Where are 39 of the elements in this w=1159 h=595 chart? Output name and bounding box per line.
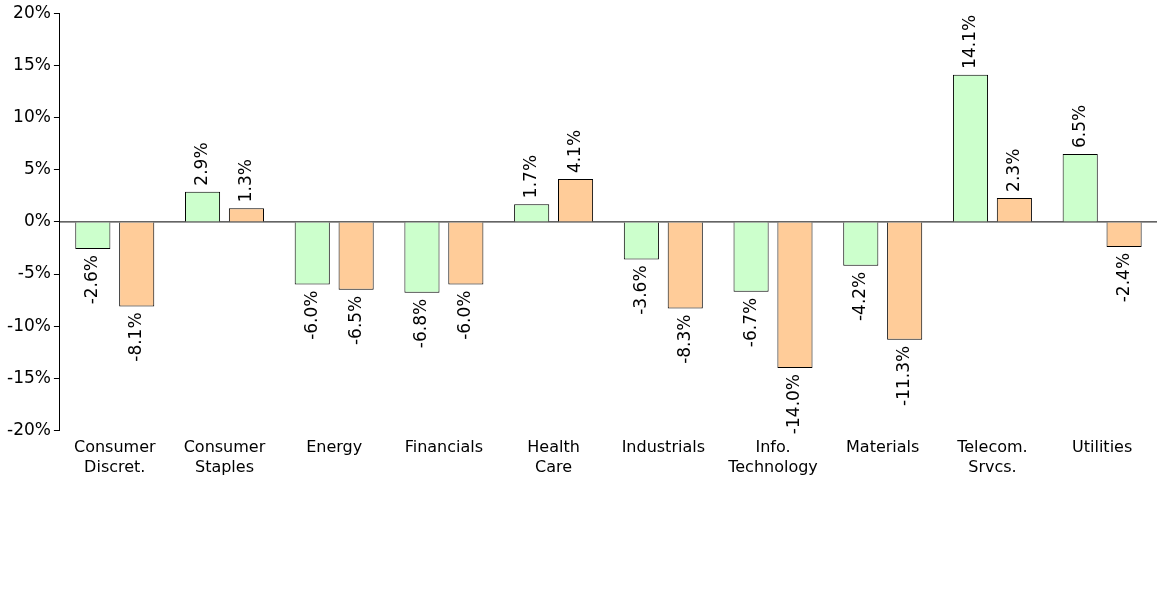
data-label: 4.1% [563, 129, 584, 174]
data-label: -8.3% [673, 314, 694, 364]
y-tick-label: -10% [7, 314, 51, 335]
data-label: 6.5% [1068, 104, 1089, 149]
y-tick-label: 20% [13, 1, 51, 22]
x-tick-label: Consumer Staples [183, 437, 266, 476]
data-label: -14.0% [783, 373, 804, 435]
data-label: -6.0% [454, 290, 475, 340]
x-tick-label: Utilities [1072, 437, 1133, 457]
y-tick-label: 0% [23, 210, 51, 231]
data-label: -2.4% [1112, 252, 1133, 303]
data-label: 2.3% [1002, 148, 1023, 192]
data-label: -6.7% [739, 297, 760, 348]
x-tick-label: Energy [306, 437, 363, 457]
y-tick-label: -15% [7, 366, 51, 387]
x-tick-label: Financials [404, 437, 484, 457]
data-label: -6.0% [300, 290, 321, 340]
x-tick-label: Telecom. Srvcs. [956, 437, 1028, 476]
data-label: 14.1% [958, 14, 979, 69]
data-label: -3.6% [629, 265, 650, 315]
data-label: -4.2% [849, 271, 870, 322]
data-label: -11.3% [893, 345, 914, 406]
y-tick-label: -5% [17, 262, 51, 283]
y-tick-label: -20% [7, 419, 51, 440]
data-label: -2.6% [81, 255, 102, 305]
data-label: 1.3% [234, 159, 255, 203]
x-tick-label: Health Care [527, 437, 580, 476]
y-tick-label: 15% [13, 53, 51, 74]
x-tick-label: Info. Technology [727, 437, 818, 476]
data-label: 2.9% [190, 142, 211, 186]
y-tick-label: 10% [13, 105, 51, 126]
y-tick-label: 5% [23, 158, 51, 179]
x-tick-label: Materials [846, 437, 920, 457]
data-label: -8.1% [125, 312, 146, 362]
x-tick-label: Industrials [621, 437, 705, 457]
data-label: -6.5% [344, 295, 365, 346]
x-tick-label: Consumer Discret. [73, 437, 156, 476]
data-label: 1.7% [520, 154, 541, 199]
data-label: -6.8% [410, 298, 431, 349]
